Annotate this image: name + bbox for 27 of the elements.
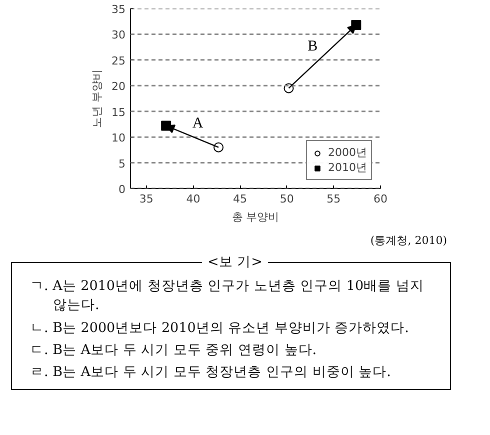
text: (통계청, 2010): [369, 233, 447, 249]
y-tick-label: 35: [112, 3, 126, 16]
x-tick-label: 35: [139, 192, 154, 206]
x-tick-label: 40: [186, 192, 200, 206]
legend-label: 2000년: [328, 145, 367, 160]
text: ㄷ. B는 A보다 두 시기 모두 중위 연령이 높다.: [30, 340, 318, 360]
annotation: B: [308, 38, 318, 55]
x-tick-label: 60: [374, 192, 388, 206]
y-tick-label: 25: [112, 54, 126, 68]
y-tick-label: 5: [118, 157, 126, 170]
y-tick-label: 30: [112, 28, 126, 42]
y-tick-label: 0: [118, 183, 126, 196]
y-tick-label: 10: [112, 132, 126, 145]
x-tick-label: 50: [280, 192, 294, 206]
text: ㄴ. B는 2000년보다 2010년의 유소년 부양비가 증가하였다.: [30, 318, 410, 338]
y-tick-label: 15: [112, 106, 126, 119]
x-axis-title: 총 부양비: [232, 210, 280, 224]
point: [214, 142, 224, 152]
x-tick-label: 45: [233, 192, 248, 206]
text: <보 기>: [206, 252, 264, 272]
legend-label: 2010년: [328, 160, 367, 175]
y-axis-title: 노년 부양비: [90, 69, 104, 128]
y-tick-label: 20: [112, 80, 126, 94]
annotation: A: [192, 116, 204, 132]
text: ㄱ. A는 2010년에 청장년층 인구가 노년층 인구의 10배를 넘지 않는다.: [30, 276, 425, 316]
x-tick-label: 55: [326, 192, 341, 206]
text: ㄹ. B는 A보다 두 시기 모두 청장년층 인구의 비중이 높다.: [30, 363, 392, 382]
